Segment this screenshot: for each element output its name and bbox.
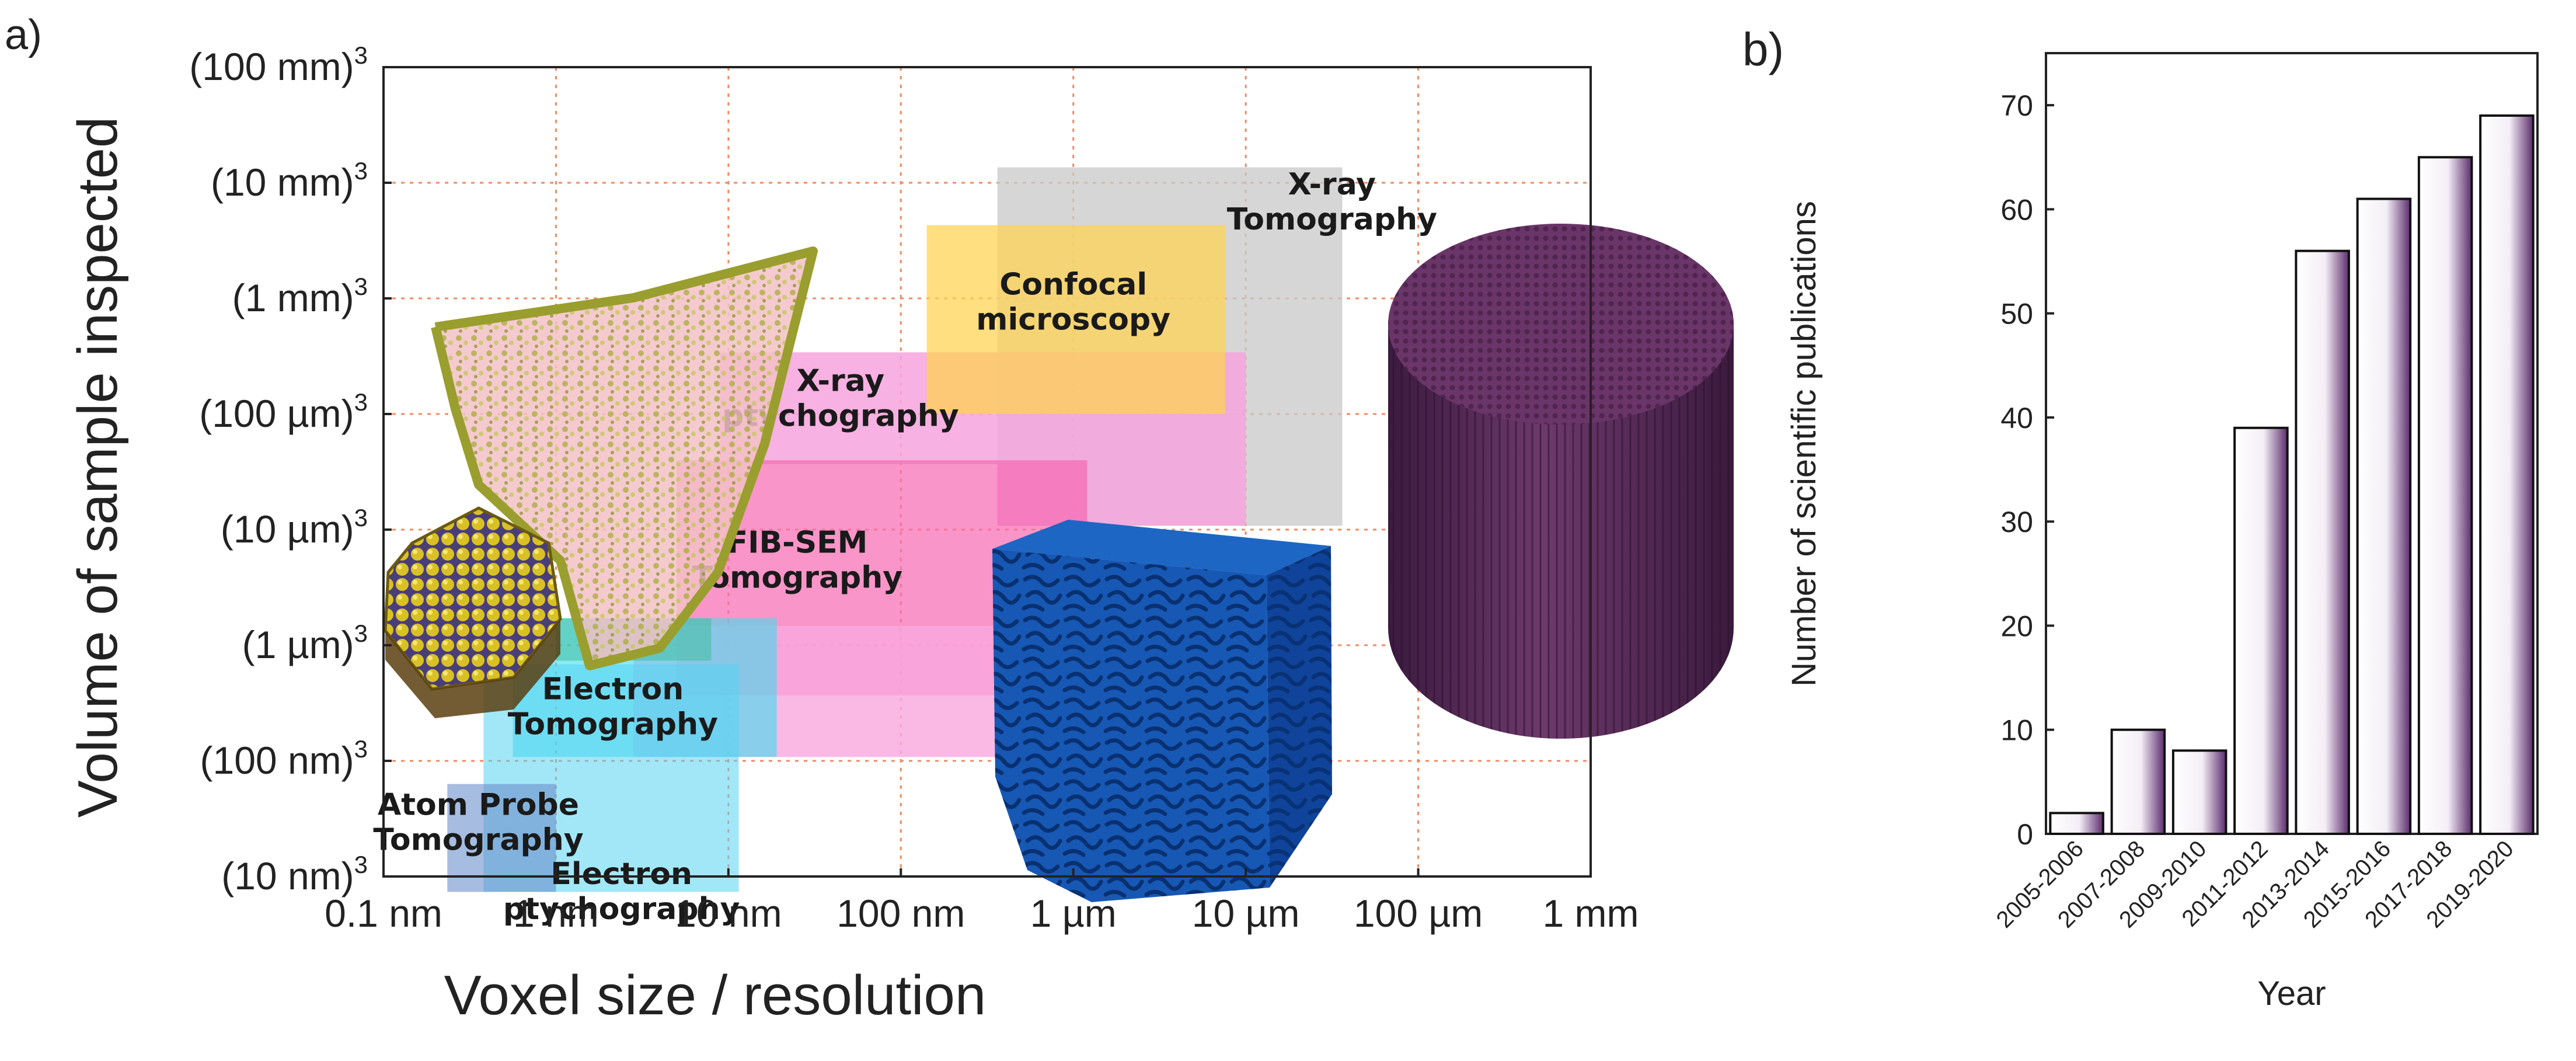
cell-surface-illustration [431,246,818,670]
panel-a-regions [447,167,1343,892]
region-label-fib-sem: FIB-SEM Tomography [692,526,902,596]
x-tick-label: 100 µm [1354,892,1483,935]
fiber-cylinder-illustration [1388,224,1734,739]
x-tick-label: 10 nm [675,892,782,935]
y-tick-label: (10 nm)3 [221,851,368,897]
region-label-electron-ptycho: Electron ptychography [503,857,740,927]
panel-a-plot-frame [382,66,1592,878]
bar [2356,197,2412,835]
panel-a-y-axis-title: Volume of sample inspected [67,117,129,818]
bar [2171,749,2228,836]
panel-a-x-axis-title: Voxel size / resolution [444,964,987,1027]
bar [2049,812,2104,836]
x-tick-label: 0.1 nm [325,892,442,935]
y-tick-label: (1 µm)3 [242,620,368,666]
region-atom-probe [447,784,556,892]
y-tick-label: 60 [2000,193,2033,226]
region-label-xray-tomo: X-ray Tomography [1227,167,1437,237]
y-tick-label: (100 µm)3 [199,388,368,435]
panel-b-x-axis: 2005-20062007-20082009-20102011-20122013… [1992,836,2519,933]
y-tick-label: (10 mm)3 [211,157,368,204]
panel-b-plot-frame [2045,52,2539,835]
region-label-atom-probe: Atom Probe Tomography [373,787,583,857]
y-tick-label: 20 [2000,610,2033,642]
y-tick-label: 50 [2000,298,2033,331]
x-tick-label: 1 µm [1030,892,1117,935]
x-tick-label: 100 nm [836,892,965,935]
x-tick-label: 1 nm [513,892,599,935]
y-tick-label: 0 [2017,818,2033,851]
panel-a-x-axis: 0.1 nm 1 nm 10 nm 100 nm 1 µm 10 µm 100 µm 1 mm [325,868,1639,935]
panel-a-y-axis: (10 nm)3 (100 nm)3 (1 µm)3 (10 µm)3 (100 µm)… [189,41,392,897]
y-tick-label: (1 mm)3 [232,273,368,319]
x-tick-label: 10 µm [1192,892,1300,935]
bar [2417,156,2473,835]
region-confocal [926,225,1225,414]
bar [2479,114,2535,836]
y-tick-label: 40 [2000,402,2033,434]
panel-a-label: a) [5,12,42,58]
y-tick-label: 30 [2000,506,2033,538]
region-label-confocal: Confocal microscopy [976,267,1170,337]
x-tick-label: 1 mm [1543,892,1639,935]
y-tick-label: (100 nm)3 [200,735,368,782]
y-tick-label: (100 mm)3 [189,41,368,88]
panel-b-y-axis-title: Number of scientific publications [1785,201,1823,687]
panel-b-chart: 0 10 20 30 40 50 60 70 2005-20062007-20082009-2… [1785,52,2539,1013]
panel-b-x-axis-title: Year [2257,975,2326,1013]
bar [2233,426,2289,835]
bar [2295,249,2350,835]
nanoparticle-illustration [384,506,562,718]
region-label-electron-tomo: Electron Tomography [508,672,718,742]
panel-b-y-axis: 0 10 20 30 40 50 60 70 [2000,89,2054,851]
panel-b-bars [2049,114,2535,836]
y-tick-label: 10 [2000,714,2033,747]
panel-b-label: b) [1742,23,1784,75]
bar [2110,728,2166,835]
porous-cube-illustration [992,520,1332,902]
y-tick-label: 70 [2000,89,2033,122]
y-tick-label: (10 µm)3 [221,504,368,551]
